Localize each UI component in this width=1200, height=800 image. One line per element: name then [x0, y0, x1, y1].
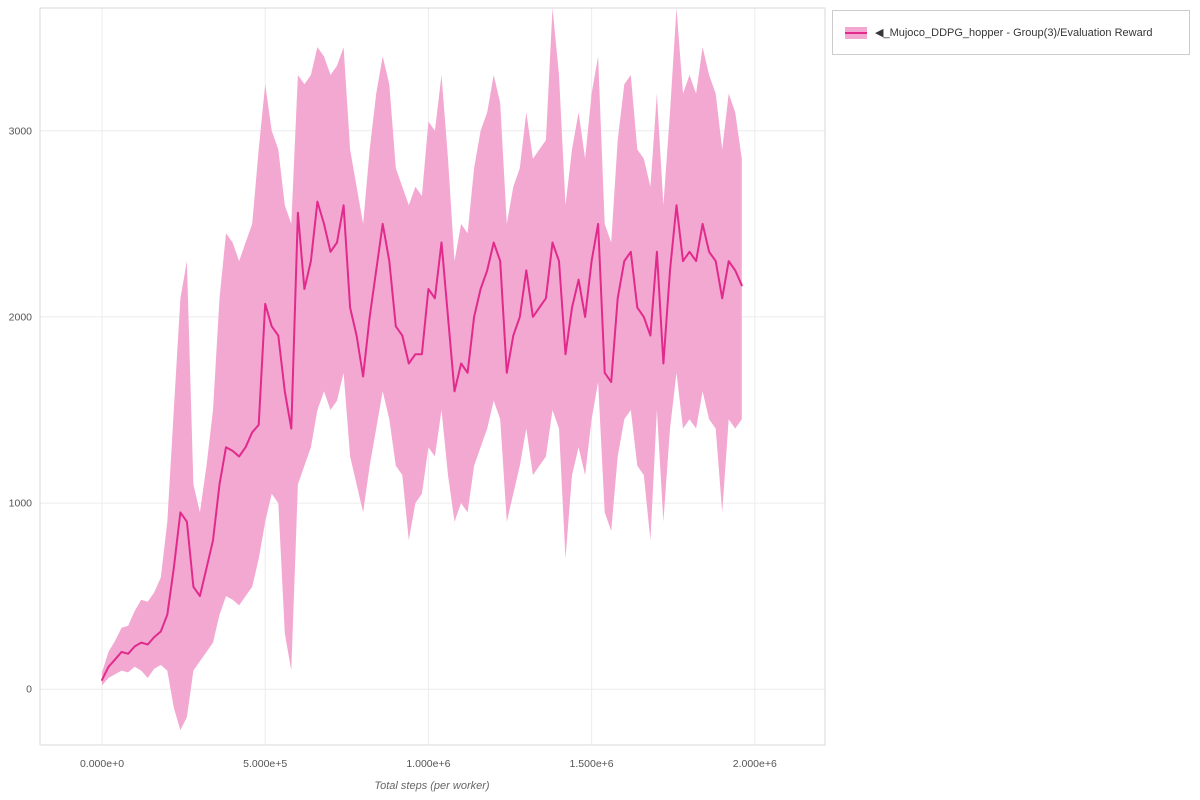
- confidence-band: [102, 8, 742, 731]
- x-tick-label: 0.000e+0: [80, 758, 124, 770]
- x-tick-label: 5.000e+5: [243, 758, 287, 770]
- mean-line: [101, 200, 743, 681]
- x-tick-label: 1.500e+6: [570, 758, 614, 770]
- y-tick-label: 2000: [9, 311, 33, 323]
- y-tick-label: 0: [26, 684, 32, 696]
- legend-swatch-line: [845, 31, 867, 34]
- x-tick-label: 2.000e+6: [733, 758, 777, 770]
- y-tick-label: 3000: [9, 125, 33, 137]
- y-tick-label: 1000: [9, 498, 33, 510]
- legend: ◀_Mujoco_DDPG_hopper - Group(3)/Evaluati…: [832, 10, 1190, 55]
- legend-item[interactable]: ◀_Mujoco_DDPG_hopper - Group(3)/Evaluati…: [845, 26, 1177, 39]
- x-axis-title: Total steps (per worker): [374, 780, 489, 792]
- plot-border: [39, 7, 826, 746]
- legend-swatch: [845, 26, 867, 39]
- x-tick-label: 1.000e+6: [406, 758, 450, 770]
- legend-label: ◀_Mujoco_DDPG_hopper - Group(3)/Evaluati…: [875, 27, 1153, 39]
